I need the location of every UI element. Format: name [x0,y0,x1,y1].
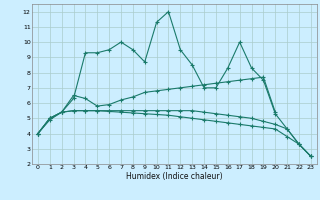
X-axis label: Humidex (Indice chaleur): Humidex (Indice chaleur) [126,172,223,181]
